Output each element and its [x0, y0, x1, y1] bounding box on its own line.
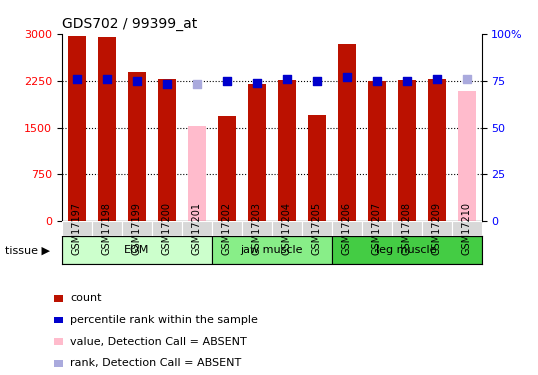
- Point: [162, 81, 171, 87]
- Bar: [122, 221, 152, 236]
- Bar: [367, 81, 386, 221]
- Bar: [398, 80, 415, 221]
- Bar: [428, 79, 445, 221]
- Text: GSM17207: GSM17207: [372, 202, 381, 255]
- Text: GSM17203: GSM17203: [252, 202, 261, 255]
- Bar: [392, 221, 422, 236]
- Text: GSM17209: GSM17209: [431, 202, 442, 255]
- Point: [73, 76, 81, 82]
- Text: GSM17197: GSM17197: [72, 202, 82, 255]
- Text: GSM17210: GSM17210: [462, 202, 471, 255]
- Bar: [338, 44, 356, 221]
- Point: [222, 78, 231, 84]
- Bar: [362, 221, 392, 236]
- Bar: [242, 221, 272, 236]
- Bar: [278, 80, 296, 221]
- Point: [432, 76, 441, 82]
- Bar: [188, 126, 206, 221]
- Text: GSM17199: GSM17199: [132, 202, 142, 255]
- Text: GSM17208: GSM17208: [401, 202, 412, 255]
- Bar: [218, 116, 236, 221]
- Bar: [62, 221, 92, 236]
- Bar: [308, 115, 325, 221]
- Text: EOM: EOM: [124, 245, 150, 255]
- Text: GSM17200: GSM17200: [162, 202, 172, 255]
- Text: GSM17204: GSM17204: [282, 202, 292, 255]
- Bar: [128, 72, 146, 221]
- Bar: [422, 221, 451, 236]
- Text: GDS702 / 99399_at: GDS702 / 99399_at: [62, 17, 197, 32]
- Text: rank, Detection Call = ABSENT: rank, Detection Call = ABSENT: [70, 358, 241, 368]
- Bar: [212, 236, 331, 264]
- Bar: [152, 221, 182, 236]
- Text: percentile rank within the sample: percentile rank within the sample: [70, 315, 258, 325]
- Point: [132, 78, 141, 84]
- Point: [103, 76, 111, 82]
- Bar: [272, 221, 302, 236]
- Point: [372, 78, 381, 84]
- Text: jaw muscle: jaw muscle: [240, 245, 303, 255]
- Text: GSM17206: GSM17206: [342, 202, 352, 255]
- Point: [402, 78, 411, 84]
- Bar: [62, 236, 212, 264]
- Text: value, Detection Call = ABSENT: value, Detection Call = ABSENT: [70, 337, 247, 346]
- Bar: [98, 37, 116, 221]
- Point: [282, 76, 291, 82]
- Point: [193, 81, 201, 87]
- Bar: [457, 91, 476, 221]
- Text: tissue ▶: tissue ▶: [5, 245, 51, 255]
- Bar: [212, 221, 242, 236]
- Point: [313, 78, 321, 84]
- Point: [462, 76, 471, 82]
- Point: [252, 80, 261, 86]
- Text: GSM17198: GSM17198: [102, 202, 112, 255]
- Bar: [158, 80, 176, 221]
- Bar: [331, 236, 482, 264]
- Bar: [451, 221, 482, 236]
- Bar: [247, 84, 266, 221]
- Bar: [331, 221, 362, 236]
- Bar: [302, 221, 331, 236]
- Text: GSM17205: GSM17205: [312, 202, 322, 255]
- Text: GSM17201: GSM17201: [192, 202, 202, 255]
- Point: [342, 74, 351, 80]
- Text: count: count: [70, 293, 102, 303]
- Bar: [68, 36, 86, 221]
- Text: leg muscle: leg muscle: [376, 245, 437, 255]
- Text: GSM17202: GSM17202: [222, 202, 232, 255]
- Bar: [92, 221, 122, 236]
- Bar: [182, 221, 212, 236]
